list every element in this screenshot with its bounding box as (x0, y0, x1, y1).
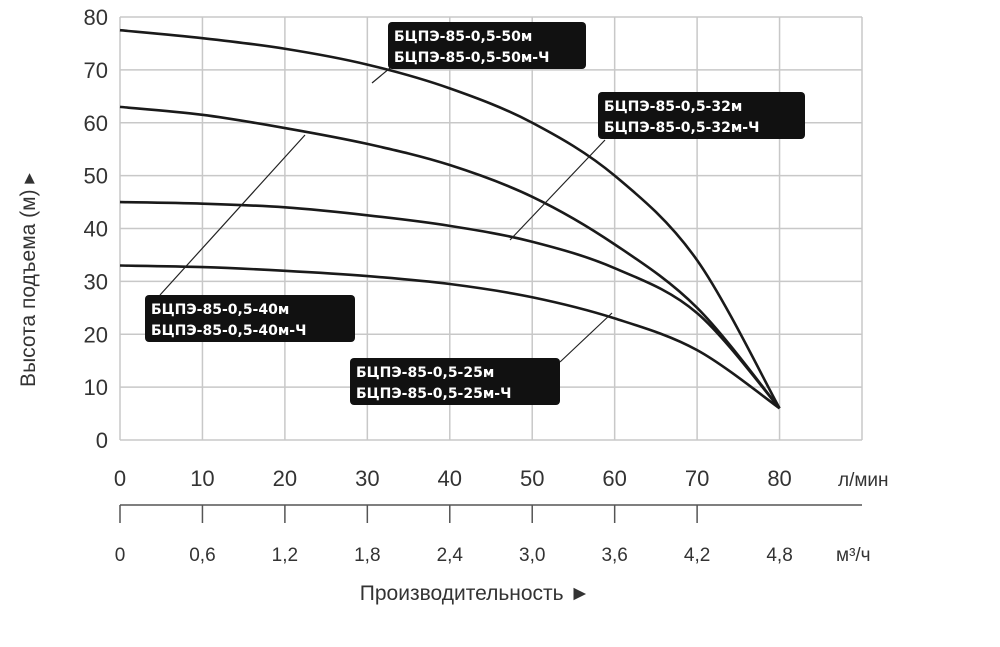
series-label-box (388, 22, 586, 69)
x2-tick-label: 2,4 (437, 545, 464, 566)
y-tick-label: 50 (84, 164, 108, 189)
series-label-box (598, 92, 805, 139)
x-axis-ticks: 0 10 20 30 40 50 60 70 80 (114, 466, 792, 491)
leader-line (159, 134, 306, 296)
x-tick-label: 0 (114, 466, 126, 491)
leader-line (509, 139, 606, 241)
x-tick-label: 40 (438, 466, 462, 491)
series-label-text: БЦПЭ-85-0,5-32м-Ч (604, 120, 759, 136)
x2-axis-ticks: 0 0,6 1,2 1,8 2,4 3,0 3,6 4,2 4,8 (115, 505, 793, 566)
y-tick-label: 10 (84, 375, 108, 400)
x2-tick-label: 4,2 (684, 545, 710, 566)
grid (119, 16, 863, 441)
series-curve-1 (119, 105, 781, 410)
x-tick-label: 20 (273, 466, 297, 491)
x-tick-label: 80 (767, 466, 791, 491)
series-curve-2 (119, 200, 781, 410)
curves (119, 28, 781, 410)
x-tick-label: 10 (190, 466, 214, 491)
series-label-box (145, 295, 355, 342)
series-label-text: БЦПЭ-85-0,5-25м-Ч (356, 386, 511, 402)
series-labels: БЦПЭ-85-0,5-50м БЦПЭ-85-0,5-50м-Ч БЦПЭ-85-… (145, 22, 805, 405)
y-tick-label: 30 (84, 269, 108, 294)
x-axis-unit: л/мин (838, 470, 889, 491)
y-axis-title: Высота подъема (м) ▸ (17, 173, 40, 387)
x2-tick-label: 0,6 (189, 545, 215, 566)
x2-tick-label: 1,8 (354, 545, 380, 566)
series-label-text: БЦПЭ-85-0,5-25м (356, 365, 494, 381)
x-tick-label: 60 (602, 466, 626, 491)
series-label-text: БЦПЭ-85-0,5-40м (151, 302, 289, 318)
x2-tick-label: 3,0 (519, 545, 545, 566)
x2-tick-label: 0 (115, 545, 126, 566)
leader-line (559, 312, 613, 363)
leader-line (371, 67, 391, 84)
y-tick-label: 60 (84, 111, 108, 136)
x-tick-label: 50 (520, 466, 544, 491)
x2-tick-label: 4,8 (766, 545, 792, 566)
series-label-text: БЦПЭ-85-0,5-40м-Ч (151, 323, 306, 339)
series-label-text: БЦПЭ-85-0,5-50м-Ч (394, 50, 549, 66)
series-label-text: БЦПЭ-85-0,5-50м (394, 29, 532, 45)
y-tick-label: 20 (84, 322, 108, 347)
y-tick-label: 40 (84, 217, 108, 242)
series-label-box (350, 358, 560, 405)
y-tick-label: 0 (96, 428, 108, 453)
x-axis-title: Производительность ► (360, 582, 590, 605)
x2-tick-label: 3,6 (601, 545, 627, 566)
y-tick-label: 70 (84, 58, 108, 83)
x-tick-label: 30 (355, 466, 379, 491)
y-axis-ticks: 0 10 20 30 40 50 60 70 80 (84, 5, 108, 453)
series-curve-0 (119, 28, 781, 409)
series-curve-3 (119, 264, 781, 410)
x2-axis-unit: м³/ч (836, 545, 871, 566)
x-tick-label: 70 (685, 466, 709, 491)
series-label-text: БЦПЭ-85-0,5-32м (604, 99, 742, 115)
y-tick-label: 80 (84, 5, 108, 30)
x2-tick-label: 1,2 (272, 545, 298, 566)
